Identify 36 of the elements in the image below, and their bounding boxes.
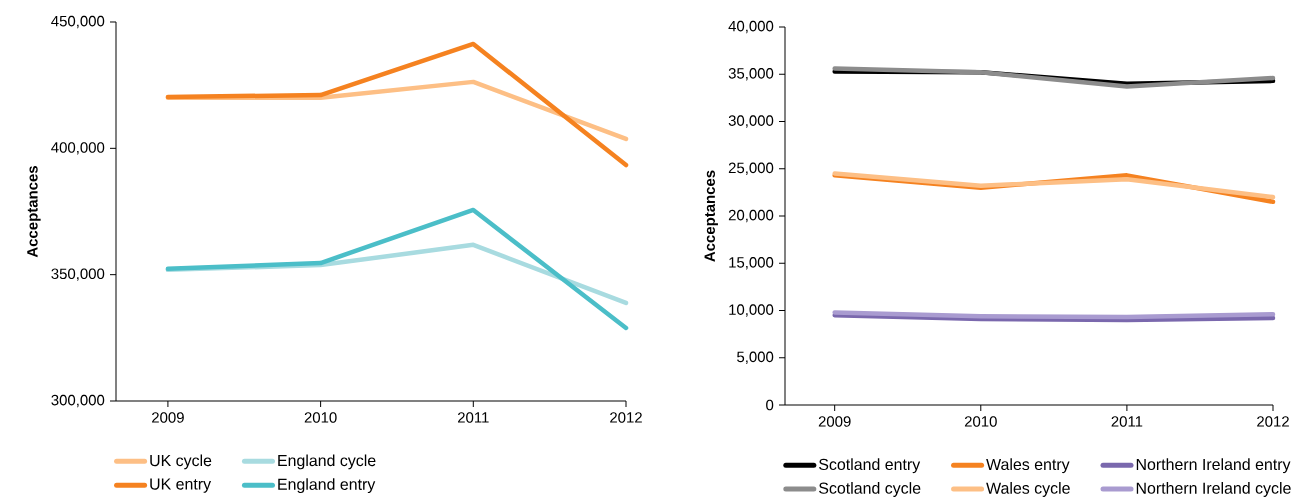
legend-label: England cycle xyxy=(278,454,376,470)
line-series xyxy=(165,207,629,331)
y-tick-label: 0 xyxy=(766,399,774,411)
y-tick-label: 30,000 xyxy=(728,115,774,128)
x-tick-label: 2009 xyxy=(818,416,851,427)
x-tick-label: 2010 xyxy=(964,416,997,427)
legend-label: Scotland entry xyxy=(819,458,921,474)
y-tick-label: 350,000 xyxy=(51,268,105,281)
y-tick-label: 35,000 xyxy=(728,68,774,81)
y-tick-label: 300,000 xyxy=(51,394,105,408)
y-tick-label: 20,000 xyxy=(728,209,774,223)
x-tick-label: 2010 xyxy=(304,412,337,423)
x-tick-label: 2012 xyxy=(610,412,642,423)
x-tick-label: 2011 xyxy=(1111,416,1143,427)
x-tick-label: 2009 xyxy=(152,412,184,423)
y-axis-title: Acceptances xyxy=(27,166,41,258)
line-series xyxy=(165,41,629,168)
legend-label: UK cycle xyxy=(150,454,212,470)
y-tick-label: 25,000 xyxy=(728,162,774,175)
y-tick-label: 5,000 xyxy=(737,351,774,364)
y-tick-label: 10,000 xyxy=(729,304,774,317)
x-tick-label: 2012 xyxy=(1257,416,1289,427)
y-tick-label: 15,000 xyxy=(729,257,774,270)
y-axis-title: Acceptances xyxy=(704,170,718,262)
y-tick-label: 450,000 xyxy=(51,15,105,29)
legend-label: Northern Ireland cycle xyxy=(1136,482,1291,497)
legend-label: Wales cycle xyxy=(986,482,1070,497)
y-tick-label: 400,000 xyxy=(51,142,105,155)
legend-label: Wales entry xyxy=(986,458,1070,474)
legend-label: UK entry xyxy=(150,478,212,493)
legend-label: England entry xyxy=(278,478,376,494)
y-tick-label: 40,000 xyxy=(728,20,774,34)
legend-label: Northern Ireland entry xyxy=(1136,458,1291,474)
legend-label: Scotland cycle xyxy=(819,482,921,497)
line-series xyxy=(832,171,1276,200)
x-tick-label: 2011 xyxy=(457,412,489,423)
